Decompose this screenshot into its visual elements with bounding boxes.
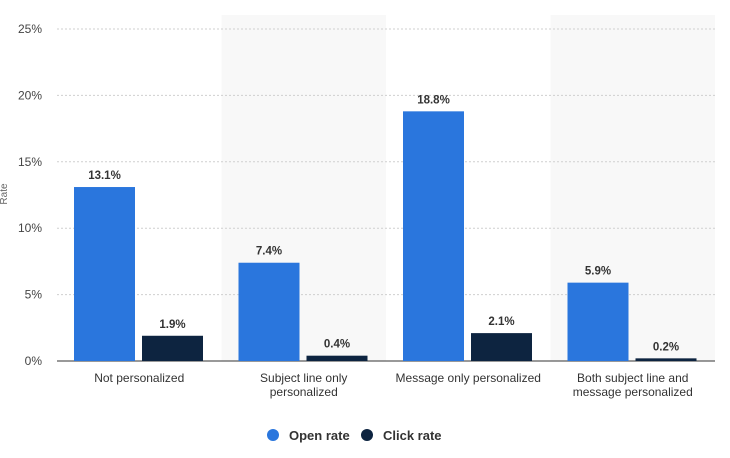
y-tick-label: 20% [18, 88, 42, 102]
y-tick-label: 5% [25, 288, 43, 302]
y-tick-label: 10% [18, 221, 42, 235]
legend-item-click-rate[interactable]: Click rate [361, 428, 442, 443]
open-rate-bar[interactable] [403, 111, 464, 361]
open-rate-bar[interactable] [74, 187, 135, 361]
data-label: 7.4% [256, 246, 282, 258]
y-tick-label: 25% [18, 22, 42, 36]
y-tick-label: 15% [18, 155, 42, 169]
legend[interactable]: Open rate Click rate [267, 428, 442, 443]
legend-item-open-rate[interactable]: Open rate [267, 428, 350, 443]
data-label: 13.1% [88, 170, 121, 182]
data-labels: 13.1% 7.4% 18.8% 5.9% 1.9% 0.4% 2.1% 0.2% [88, 94, 679, 353]
legend-label: Open rate [289, 428, 350, 443]
legend-label: Click rate [383, 428, 442, 443]
bars [74, 111, 697, 361]
open-rate-bar[interactable] [238, 262, 300, 361]
data-label: 2.1% [488, 316, 514, 328]
y-axis-title: Rate [0, 183, 10, 205]
y-axis-ticks: 0% 5% 10% 15% 20% 25% [18, 22, 42, 368]
data-label: 0.2% [653, 341, 679, 353]
data-label: 1.9% [159, 319, 185, 331]
data-label: 18.8% [417, 94, 450, 106]
data-label: 0.4% [324, 339, 350, 351]
category-label: Both subject line and message personalize… [573, 371, 693, 399]
click-rate-bar[interactable] [306, 355, 368, 361]
category-label: Subject line only personalized [260, 371, 347, 399]
click-rate-bar[interactable] [142, 335, 203, 361]
x-axis-category-labels: Not personalized Subject line only persona… [94, 371, 693, 399]
category-label: Message only personalized [396, 371, 541, 385]
legend-marker [361, 429, 373, 441]
click-rate-bar[interactable] [635, 358, 697, 361]
click-rate-bar[interactable] [471, 333, 532, 361]
y-tick-label: 0% [25, 354, 43, 368]
legend-marker [267, 429, 279, 441]
category-label: Not personalized [94, 371, 184, 385]
data-label: 5.9% [585, 266, 611, 278]
open-rate-bar[interactable] [567, 282, 629, 361]
